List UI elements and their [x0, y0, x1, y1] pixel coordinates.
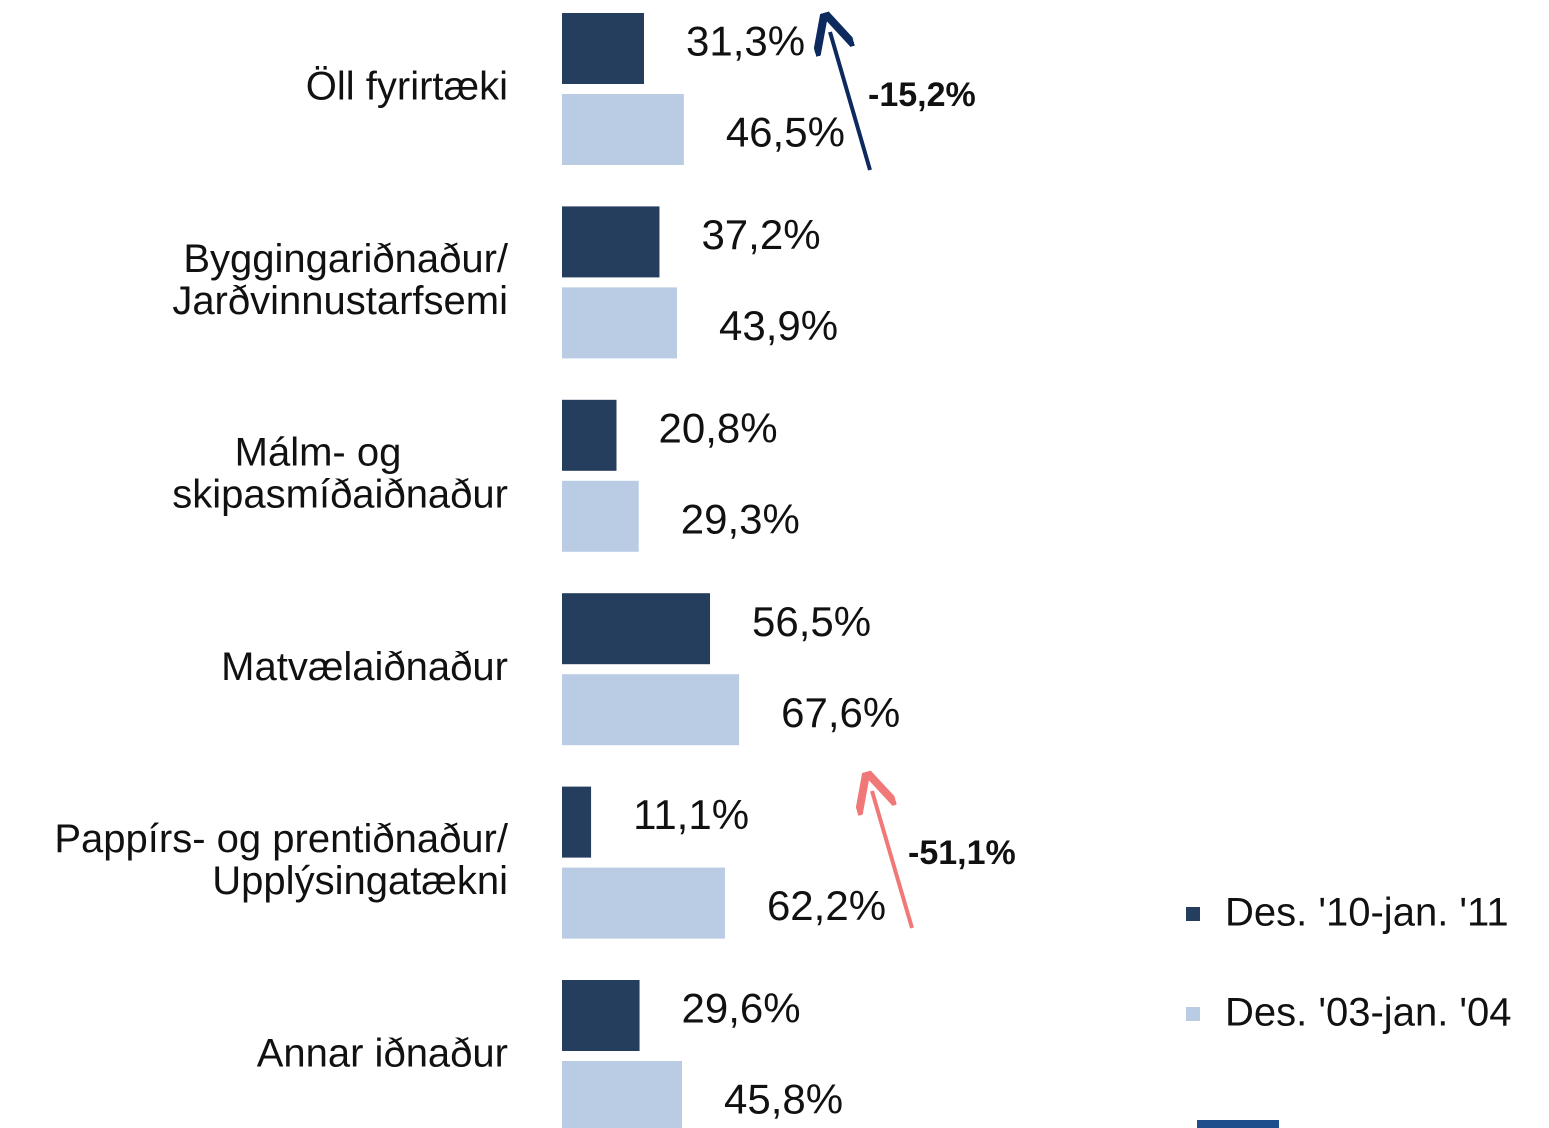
legend-swatch [1186, 1007, 1200, 1021]
value-label: 31,3% [686, 18, 805, 65]
category-label: Öll fyrirtæki [306, 65, 508, 109]
value-label: 45,8% [724, 1076, 843, 1123]
value-label: 43,9% [719, 302, 838, 349]
category-label: Pappírs- og prentiðnaður/ [54, 817, 509, 861]
category-label: Byggingariðnaður/ [183, 237, 509, 281]
category-label: Annar iðnaður [257, 1032, 508, 1076]
value-label: 29,3% [681, 495, 800, 542]
arrow [830, 32, 872, 171]
annotation: -51,1% [908, 834, 1016, 872]
value-label: 62,2% [767, 882, 886, 929]
bar [562, 674, 740, 746]
category-label: Upplýsingatækni [212, 859, 508, 903]
bar [562, 593, 711, 665]
bar [562, 94, 684, 165]
decoration [1197, 1120, 1279, 1128]
category-label: Matvælaiðnaður [221, 645, 508, 689]
value-label: 56,5% [752, 598, 871, 645]
value-label: 46,5% [726, 109, 845, 156]
value-label: 20,8% [658, 404, 777, 451]
category-label: Málm- og [235, 430, 402, 474]
value-label: 29,6% [682, 985, 801, 1032]
annotation: -15,2% [868, 76, 976, 114]
value-label: 67,6% [781, 689, 900, 736]
category-label: Jarðvinnustarfsemi [172, 279, 508, 323]
bar [562, 480, 639, 552]
bar [562, 1061, 682, 1128]
bar [562, 206, 660, 278]
bar [562, 786, 592, 858]
value-label: 37,2% [701, 211, 820, 258]
bar [562, 13, 645, 84]
bar [562, 399, 617, 471]
bar [562, 867, 725, 939]
legend-label: Des. '03-jan. '04 [1225, 991, 1512, 1035]
arrow [872, 791, 914, 929]
bar [562, 287, 678, 359]
legend-swatch [1186, 907, 1200, 921]
bar [562, 980, 640, 1051]
legend-label: Des. '10-jan. '11 [1225, 891, 1509, 935]
value-label: 11,1% [633, 791, 749, 838]
category-label: skipasmíðaiðnaður [172, 472, 508, 516]
